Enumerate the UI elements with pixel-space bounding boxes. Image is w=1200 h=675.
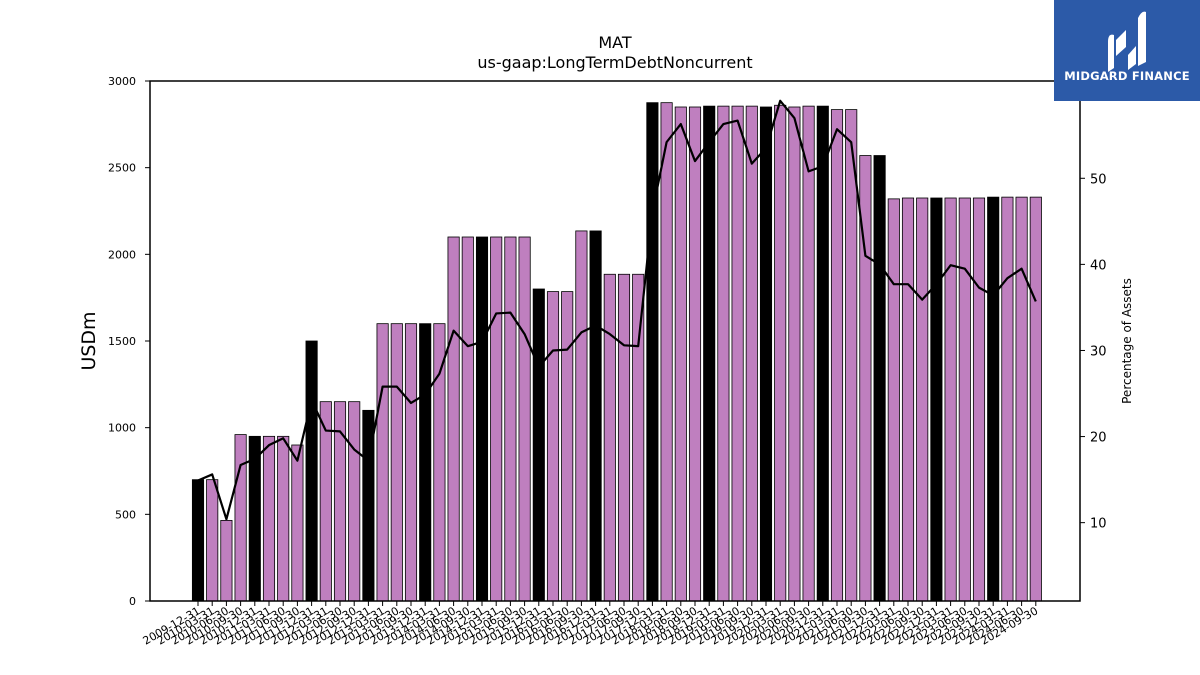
bar-2011-09-30 bbox=[291, 444, 304, 602]
bar-2020-09-30 bbox=[802, 105, 815, 602]
y2-tick-label: 20 bbox=[1090, 431, 1107, 446]
y-axis-label: USDm bbox=[78, 311, 100, 370]
y-axis-left: 0 500 1000 1500 2000 2500 3000 bbox=[108, 75, 150, 608]
bar-2024-06-30 bbox=[1015, 196, 1028, 602]
bar-2022-12-31 bbox=[930, 197, 943, 602]
y-tick-label: 2500 bbox=[108, 162, 136, 175]
y2-tick-label: 50 bbox=[1090, 172, 1107, 187]
brand-logo: MIDGARD FINANCE bbox=[1054, 0, 1200, 101]
pct-of-assets-line bbox=[197, 99, 1037, 521]
bar-2015-03-31 bbox=[490, 236, 503, 602]
bar-2018-12-31 bbox=[703, 105, 716, 602]
bar-2017-03-31 bbox=[603, 273, 616, 602]
bar-2021-12-31 bbox=[873, 155, 886, 602]
bar-2023-12-31 bbox=[987, 196, 1000, 602]
bar-2016-06-30 bbox=[561, 291, 574, 602]
bar-2009-12-31 bbox=[191, 479, 205, 602]
bar-2016-03-31 bbox=[546, 291, 560, 602]
bar-2010-06-30 bbox=[220, 520, 233, 602]
y2-tick-label: 10 bbox=[1090, 517, 1107, 532]
bar-2023-06-30 bbox=[958, 197, 971, 602]
y-tick-label: 1500 bbox=[108, 335, 136, 348]
bar-2019-03-31 bbox=[717, 105, 730, 602]
bar-2013-09-30 bbox=[404, 323, 418, 602]
bar-2016-09-30 bbox=[575, 230, 588, 602]
bar-2023-03-31 bbox=[944, 197, 957, 602]
x-axis: 2009-12-312010-03-312010-06-302010-09-30… bbox=[141, 601, 1040, 648]
bar-2017-12-31 bbox=[646, 102, 659, 602]
midgard-logo-icon bbox=[1108, 11, 1146, 72]
bar-2010-09-30 bbox=[234, 434, 247, 602]
brand-name: MIDGARD FINANCE bbox=[1064, 69, 1190, 83]
bar-2019-06-30 bbox=[731, 105, 744, 602]
chart-title: MAT bbox=[598, 33, 632, 52]
bar-2018-03-31 bbox=[660, 102, 673, 602]
y-tick-label: 1000 bbox=[108, 422, 136, 435]
bar-2021-03-31 bbox=[830, 109, 844, 602]
bar-2022-03-31 bbox=[887, 198, 900, 602]
bar-2018-09-30 bbox=[688, 106, 702, 602]
bar-2012-09-30 bbox=[348, 401, 361, 602]
bar-2020-06-30 bbox=[788, 106, 801, 602]
bar-2013-03-31 bbox=[376, 323, 389, 602]
y-tick-label: 3000 bbox=[108, 75, 136, 88]
bar-2011-06-30 bbox=[277, 435, 290, 602]
bar-2024-03-31 bbox=[1001, 196, 1014, 602]
bar-2014-03-31 bbox=[433, 323, 446, 602]
bar-2011-03-31 bbox=[262, 435, 276, 602]
bar-2020-03-31 bbox=[774, 104, 787, 602]
bar-2014-12-31 bbox=[475, 236, 489, 602]
y-tick-label: 2000 bbox=[108, 248, 136, 261]
y2-tick-label: 30 bbox=[1090, 344, 1107, 359]
bar-2014-06-30 bbox=[447, 236, 460, 602]
bar-2018-06-30 bbox=[674, 106, 687, 602]
bar-2019-12-31 bbox=[759, 106, 773, 602]
y-tick-label: 500 bbox=[115, 508, 136, 521]
bar-2015-09-30 bbox=[518, 236, 531, 602]
chart-subtitle: us-gaap:LongTermDebtNoncurrent bbox=[477, 53, 752, 72]
bar-series bbox=[191, 102, 1042, 602]
bar-2023-09-30 bbox=[972, 197, 986, 602]
bar-2017-06-30 bbox=[617, 273, 631, 602]
bar-2016-12-31 bbox=[589, 230, 602, 602]
bar-2019-09-30 bbox=[745, 105, 758, 602]
bar-2013-12-31 bbox=[419, 323, 432, 602]
bar-2022-09-30 bbox=[916, 197, 929, 602]
y-axis-right: 10 20 30 40 50 bbox=[1080, 172, 1107, 532]
bar-2014-09-30 bbox=[461, 236, 474, 602]
bar-2011-12-31 bbox=[305, 340, 318, 602]
bar-2015-06-30 bbox=[504, 236, 517, 602]
bar-2013-06-30 bbox=[390, 323, 403, 602]
bar-2015-12-31 bbox=[532, 288, 545, 602]
bar-2010-03-31 bbox=[206, 479, 219, 602]
bar-2021-06-30 bbox=[845, 109, 858, 602]
pct-of-assets-series bbox=[197, 99, 1037, 521]
bar-2017-09-30 bbox=[632, 273, 645, 602]
y-tick-label: 0 bbox=[129, 595, 136, 608]
y2-axis-label: Percentage of Assets bbox=[1120, 278, 1134, 404]
y2-tick-label: 40 bbox=[1090, 258, 1107, 273]
bar-2022-06-30 bbox=[901, 197, 915, 602]
bar-2020-12-31 bbox=[816, 105, 829, 602]
bar-2024-09-30 bbox=[1029, 196, 1042, 602]
